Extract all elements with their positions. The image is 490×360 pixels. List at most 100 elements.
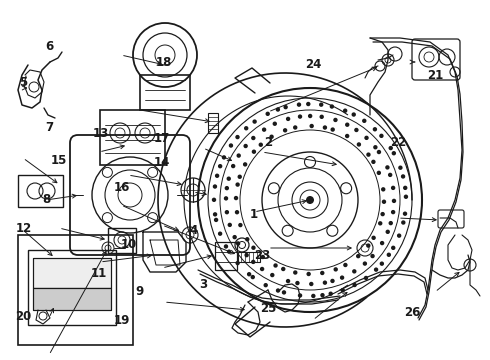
Circle shape — [366, 243, 370, 248]
Text: 7: 7 — [45, 121, 53, 134]
Circle shape — [364, 276, 368, 280]
Circle shape — [229, 143, 233, 148]
Circle shape — [247, 272, 251, 276]
Circle shape — [389, 221, 393, 225]
Circle shape — [380, 212, 385, 216]
Circle shape — [297, 103, 301, 107]
Bar — [108, 228, 136, 253]
Circle shape — [218, 231, 222, 236]
Circle shape — [286, 279, 290, 283]
Circle shape — [276, 107, 280, 112]
Circle shape — [319, 114, 324, 119]
Circle shape — [320, 271, 324, 275]
Circle shape — [251, 136, 255, 140]
Circle shape — [345, 134, 349, 138]
Circle shape — [391, 246, 395, 250]
Bar — [33, 288, 111, 310]
Text: 25: 25 — [260, 302, 277, 315]
Text: 4: 4 — [190, 224, 197, 237]
Circle shape — [298, 293, 302, 298]
Circle shape — [323, 280, 327, 285]
Bar — [28, 250, 116, 325]
Circle shape — [261, 255, 265, 259]
Circle shape — [319, 103, 323, 107]
Circle shape — [362, 118, 367, 123]
Circle shape — [235, 183, 240, 187]
Circle shape — [222, 155, 226, 159]
Circle shape — [215, 174, 220, 178]
Circle shape — [283, 128, 287, 132]
Circle shape — [330, 127, 335, 132]
Circle shape — [401, 174, 405, 179]
Circle shape — [266, 112, 270, 116]
Circle shape — [282, 290, 286, 294]
Circle shape — [235, 135, 240, 139]
Circle shape — [250, 275, 255, 279]
Circle shape — [235, 261, 240, 265]
Circle shape — [227, 249, 231, 254]
Circle shape — [343, 263, 347, 267]
Circle shape — [378, 221, 382, 225]
Circle shape — [213, 212, 217, 217]
Circle shape — [276, 288, 280, 293]
Circle shape — [232, 235, 237, 239]
Bar — [33, 258, 111, 288]
Circle shape — [377, 171, 381, 175]
Circle shape — [403, 186, 407, 190]
Circle shape — [379, 134, 384, 138]
Circle shape — [388, 173, 392, 177]
Text: 15: 15 — [50, 154, 67, 167]
Circle shape — [333, 118, 338, 122]
Circle shape — [404, 194, 408, 199]
Circle shape — [306, 102, 311, 106]
Circle shape — [236, 241, 240, 246]
Circle shape — [293, 125, 297, 130]
Bar — [18, 175, 63, 207]
Circle shape — [270, 135, 274, 139]
Circle shape — [345, 122, 349, 127]
Circle shape — [382, 199, 386, 204]
Circle shape — [224, 186, 229, 190]
Circle shape — [311, 294, 316, 298]
Text: 6: 6 — [45, 40, 53, 53]
Circle shape — [244, 144, 248, 148]
Circle shape — [330, 279, 335, 283]
Text: 12: 12 — [15, 222, 32, 235]
Circle shape — [392, 199, 396, 203]
Circle shape — [270, 273, 274, 277]
Circle shape — [245, 237, 249, 242]
Text: 23: 23 — [254, 249, 270, 262]
Bar — [140, 75, 190, 110]
Circle shape — [251, 246, 256, 250]
Circle shape — [264, 283, 268, 287]
Circle shape — [283, 105, 288, 109]
Circle shape — [259, 143, 263, 147]
Circle shape — [252, 120, 257, 124]
Circle shape — [306, 196, 314, 204]
Circle shape — [352, 283, 357, 287]
Circle shape — [227, 223, 232, 227]
Circle shape — [392, 151, 396, 156]
Text: 8: 8 — [43, 193, 50, 206]
Circle shape — [380, 241, 384, 245]
Circle shape — [218, 164, 222, 168]
Circle shape — [237, 153, 241, 158]
Circle shape — [373, 145, 378, 149]
Circle shape — [251, 260, 255, 264]
Circle shape — [213, 184, 217, 189]
Text: 13: 13 — [92, 127, 109, 140]
Circle shape — [234, 196, 238, 200]
Text: 1: 1 — [250, 208, 258, 221]
Circle shape — [381, 187, 386, 192]
Circle shape — [341, 288, 345, 292]
Circle shape — [386, 230, 390, 234]
Bar — [33, 258, 111, 288]
Circle shape — [298, 114, 302, 119]
Text: 14: 14 — [153, 156, 170, 168]
Circle shape — [357, 142, 361, 147]
Circle shape — [214, 218, 218, 222]
Circle shape — [328, 292, 333, 296]
Circle shape — [387, 253, 391, 257]
Circle shape — [272, 122, 277, 126]
Circle shape — [391, 186, 395, 190]
